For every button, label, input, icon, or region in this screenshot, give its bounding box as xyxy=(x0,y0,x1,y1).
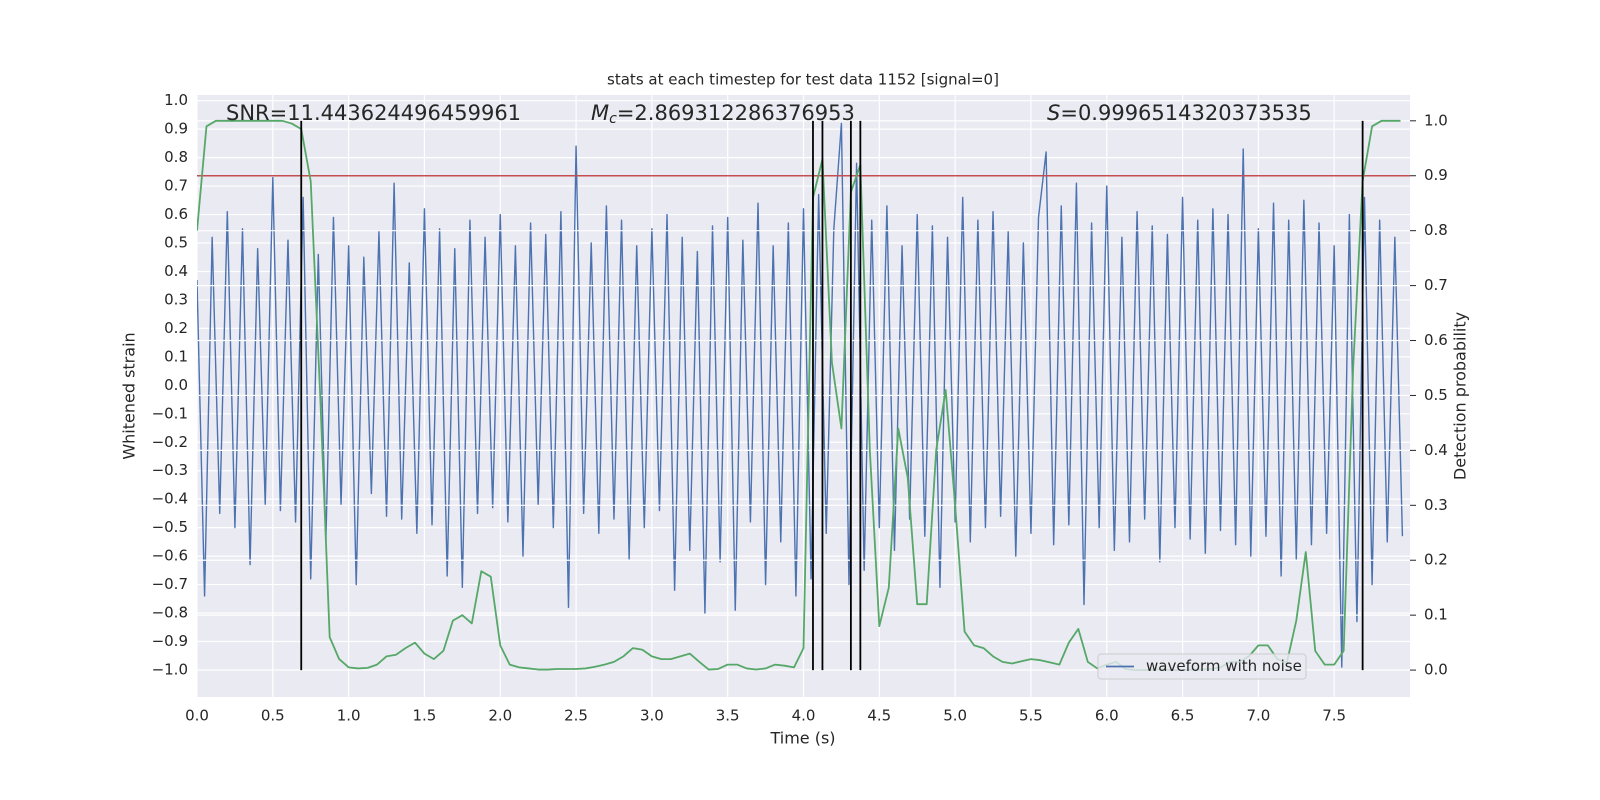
annotation-subscript: c xyxy=(609,111,617,127)
y-tick-label: 0.2 xyxy=(164,319,188,337)
y-tick-label: −0.4 xyxy=(152,490,188,508)
y-tick-label: −0.6 xyxy=(152,547,188,565)
y2-tick-label: 0.2 xyxy=(1424,551,1448,569)
chart-title: stats at each timestep for test data 115… xyxy=(607,71,999,89)
y-tick-label: 1.0 xyxy=(164,91,188,109)
annotation-text: =2.869312286376953 xyxy=(617,101,855,125)
y2-tick-label: 1.0 xyxy=(1424,111,1448,129)
annotation: SNR=11.443624496459961 xyxy=(226,101,521,125)
x-tick-label: 5.5 xyxy=(1019,707,1043,725)
x-tick-label: 6.5 xyxy=(1171,707,1195,725)
y-tick-label: 0.9 xyxy=(164,120,188,138)
waveform-layer xyxy=(197,122,1404,668)
annotation: Mc=2.869312286376953 xyxy=(591,101,855,127)
y2-tick-label: 0.4 xyxy=(1424,441,1448,459)
y2-tick-label: 0.3 xyxy=(1424,496,1448,514)
y-tick-label: 0.6 xyxy=(164,205,188,223)
y-tick-label: −0.2 xyxy=(152,433,188,451)
label-layer: 0.0 0.5 1.0 1.5 2.0 2.5 3.0 3.5 4.0 4.5 5.0 5.5 6.0 6… xyxy=(152,91,1448,724)
y-tick-label: −0.9 xyxy=(152,632,188,650)
x-tick-label: 7.0 xyxy=(1246,707,1270,725)
legend: waveform with noise xyxy=(1097,653,1307,680)
y-axis-label: Whitened strain xyxy=(120,332,139,459)
x-tick-label: 3.5 xyxy=(716,707,740,725)
x-tick-label: 2.0 xyxy=(488,707,512,725)
y2-tick-label: 0.6 xyxy=(1424,331,1448,349)
y2-axis-label: Detection probability xyxy=(1451,312,1470,480)
y-tick-label: −0.5 xyxy=(152,518,188,536)
y2-tick-label: 0.8 xyxy=(1424,221,1448,239)
annotation: S=0.9996514320373535 xyxy=(1047,101,1312,125)
legend-label: waveform with noise xyxy=(1146,657,1302,675)
legend-box xyxy=(1097,653,1307,680)
annotation-text: SNR=11.443624496459961 xyxy=(226,101,521,125)
y-tick-label: 0.3 xyxy=(164,290,188,308)
y2-tick-label: 0.7 xyxy=(1424,276,1448,294)
x-tick-label: 4.0 xyxy=(792,707,816,725)
x-tick-label: 0.0 xyxy=(185,707,209,725)
y2-tick-label: 0.1 xyxy=(1424,606,1448,624)
x-tick-label: 2.5 xyxy=(564,707,588,725)
y-tick-label: 0.0 xyxy=(164,376,188,394)
x-tick-label: 0.5 xyxy=(261,707,285,725)
x-tick-label: 4.5 xyxy=(867,707,891,725)
x-axis-label: Time (s) xyxy=(769,729,835,748)
y-tick-label: 0.7 xyxy=(164,177,188,195)
y-tick-label: 0.5 xyxy=(164,234,188,252)
y2-tick-label: 0.5 xyxy=(1424,386,1448,404)
y-tick-label: −0.1 xyxy=(152,404,188,422)
x-tick-label: 1.5 xyxy=(413,707,437,725)
y-tick-label: −0.7 xyxy=(152,575,188,593)
y-tick-label: −1.0 xyxy=(152,660,188,678)
x-tick-label: 6.0 xyxy=(1095,707,1119,725)
annotation-symbol: M xyxy=(591,101,609,125)
y-tick-label: 0.8 xyxy=(164,148,188,166)
x-tick-label: 7.5 xyxy=(1322,707,1346,725)
y-tick-label: −0.3 xyxy=(152,461,188,479)
y-tick-label: 0.4 xyxy=(164,262,188,280)
y-tick-label: −0.8 xyxy=(152,604,188,622)
y2-tick-label: 0.9 xyxy=(1424,166,1448,184)
annotation-text: =0.9996514320373535 xyxy=(1060,101,1311,125)
y2-tick-label: 0.0 xyxy=(1424,661,1448,679)
y-tick-label: 0.1 xyxy=(164,347,188,365)
waveform-line xyxy=(197,122,1404,668)
x-tick-label: 3.0 xyxy=(640,707,664,725)
x-tick-label: 5.0 xyxy=(943,707,967,725)
annotation-symbol: S xyxy=(1047,101,1060,125)
x-tick-label: 1.0 xyxy=(337,707,361,725)
